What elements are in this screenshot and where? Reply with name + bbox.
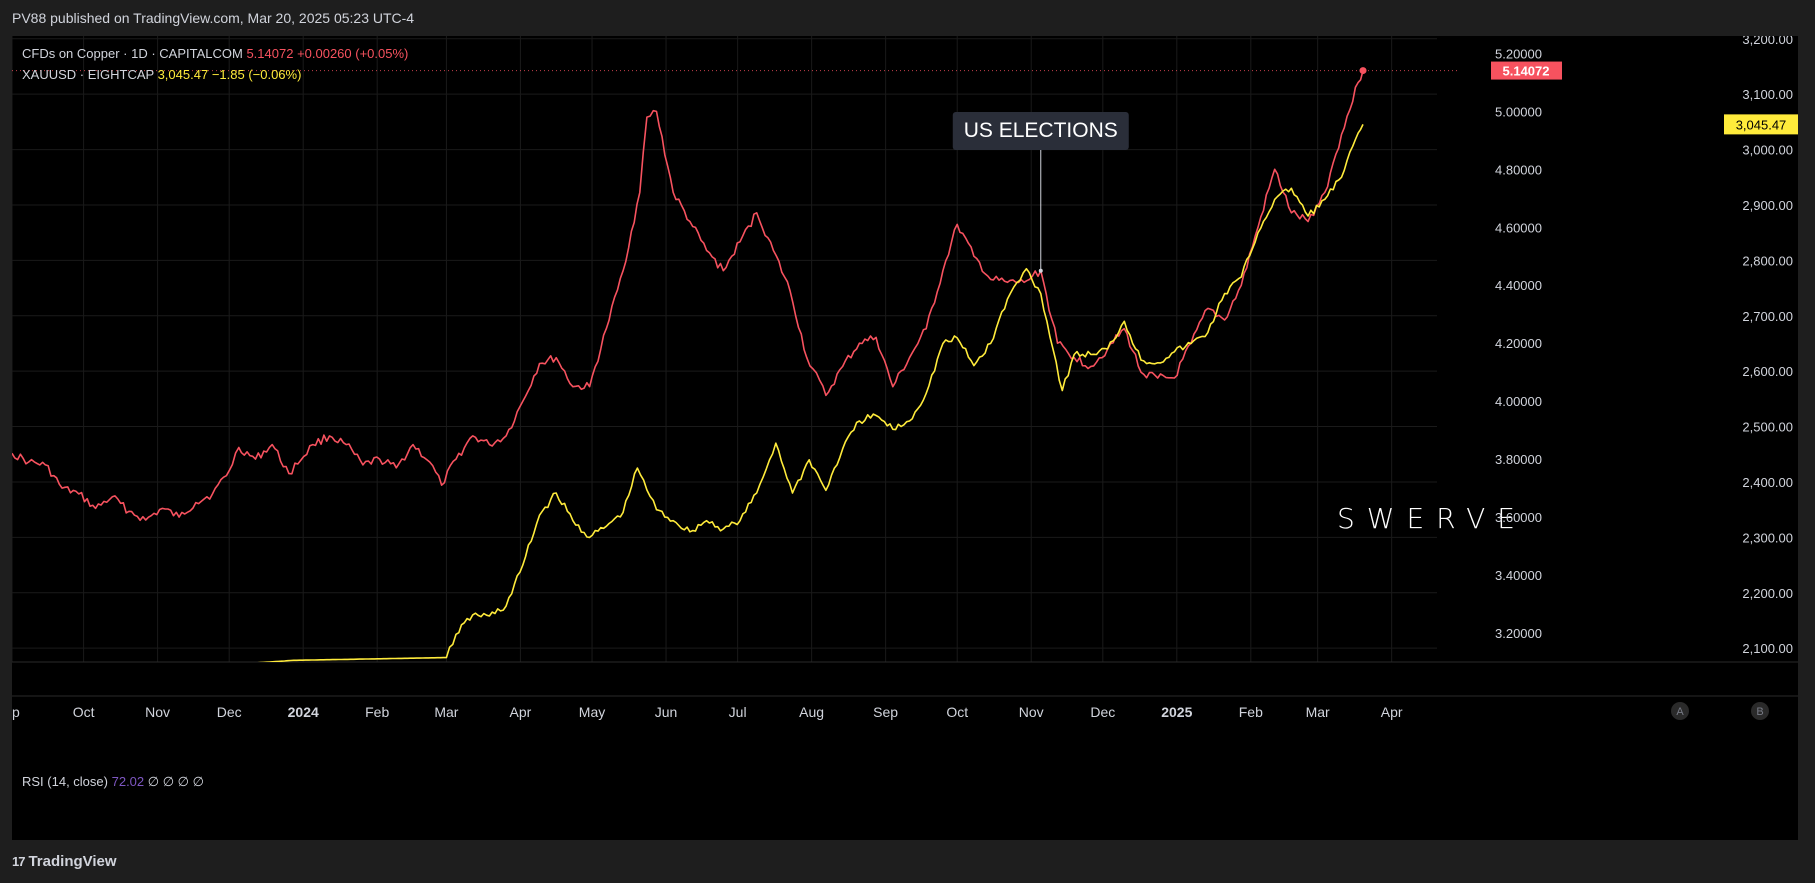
copper-axis-tick: 5.00000 (1495, 104, 1542, 119)
legend-gold-name: XAUUSD · EIGHTCAP (22, 67, 154, 82)
time-axis-tick: Apr (510, 704, 532, 720)
legend-gold-change: −1.85 (−0.06%) (211, 67, 302, 82)
gold-axis-tick: 3,200.00 (1742, 36, 1793, 47)
copper-axis-tick: 4.20000 (1495, 336, 1542, 351)
legend-copper-price: 5.14072 (246, 46, 294, 61)
gold-axis-tick: 2,700.00 (1742, 309, 1793, 324)
copper-axis-tick: 3.40000 (1495, 568, 1542, 583)
annotation-label: US ELECTIONS (964, 119, 1118, 142)
time-axis-tick: May (579, 704, 605, 720)
rsi-value: 72.02 (111, 774, 145, 789)
time-axis-tick: Mar (434, 704, 458, 720)
axis-button-b-bg (1751, 702, 1769, 720)
axis-button-b-label: B (1756, 706, 1763, 718)
annotation-box (952, 112, 1129, 150)
gold-axis-tick: 2,300.00 (1742, 530, 1793, 545)
gold-axis-tick: 3,000.00 (1742, 143, 1793, 158)
gold-axis-tick: 2,900.00 (1742, 198, 1793, 213)
axis-button-b[interactable]: B (1751, 702, 1769, 720)
gold-axis-tick: 2,200.00 (1742, 586, 1793, 601)
copper-axis-tick: 4.60000 (1495, 220, 1542, 235)
time-axis-tick: 2025 (1161, 704, 1192, 720)
time-axis-tick: Dec (1090, 704, 1115, 720)
gold-series-line (257, 124, 1364, 662)
footer: 17 TradingView (0, 840, 1815, 883)
gold-price-tag (1724, 114, 1798, 135)
time-axis-tick: Jul (729, 704, 747, 720)
tradingview-mark-icon: 17 (12, 854, 26, 869)
axis-button-a-label: A (1676, 706, 1684, 718)
gold-axis-tick: 2,500.00 (1742, 420, 1793, 435)
time-axis-tick: Feb (365, 704, 389, 720)
legend-copper-name: CFDs on Copper · 1D · CAPITALCOM (22, 46, 243, 61)
legend-gold-price: 3,045.47 (157, 67, 209, 82)
gold-axis-tick: 2,800.00 (1742, 253, 1793, 268)
axis-button-a[interactable]: A (1671, 702, 1689, 720)
gold-axis-tick: 2,600.00 (1742, 364, 1793, 379)
time-axis-tick: Aug (799, 704, 824, 720)
time-axis-tick: Nov (1019, 704, 1044, 720)
time-axis-tick: Mar (1306, 704, 1330, 720)
gold-axis-tick: 2,100.00 (1742, 641, 1793, 656)
legend-copper[interactable]: CFDs on Copper · 1D · CAPITALCOM 5.14072… (22, 46, 408, 61)
copper-axis-tick: 3.60000 (1495, 510, 1542, 525)
copper-axis-tick: 3.80000 (1495, 452, 1542, 467)
tradingview-brand-text: TradingView (28, 853, 117, 870)
time-axis-tick: Feb (1239, 704, 1263, 720)
watermark-text: SWERVE (1337, 502, 1527, 535)
top-bar: PV88 published on TradingView.com, Mar 2… (0, 0, 1815, 36)
chart-frame[interactable]: US ELECTIONS SWERVE 3.20000 3.40000 3.60000 3… (12, 36, 1798, 840)
time-axis-tick: Nov (145, 704, 170, 720)
time-axis-tick: 2024 (288, 704, 319, 720)
rsi-legend[interactable]: RSI (14, close) 72.02 ∅ ∅ ∅ ∅ (22, 774, 204, 790)
gold-axis-tick: 3,100.00 (1742, 87, 1793, 102)
copper-axis-tick: 4.80000 (1495, 162, 1542, 177)
copper-axis-tick: 4.40000 (1495, 278, 1542, 293)
tradingview-logo[interactable]: 17 TradingView (12, 853, 117, 870)
time-axis-tick: Sep (873, 704, 898, 720)
time-axis-tick: Oct (946, 704, 968, 720)
copper-axis-tick: 4.00000 (1495, 394, 1542, 409)
copper-series-line (12, 70, 1364, 522)
time-axis-tick: Jun (655, 704, 678, 720)
time-axis-tick: Oct (73, 704, 95, 720)
copper-axis-tick: 5.20000 (1495, 46, 1542, 61)
legend-copper-change: +0.00260 (+0.05%) (297, 46, 409, 61)
copper-price-tag-text: 5.14072 (1503, 64, 1550, 79)
chart-canvas[interactable]: US ELECTIONS SWERVE 3.20000 3.40000 3.60000 3… (12, 36, 1798, 840)
rsi-name: RSI (14, close) (22, 774, 108, 789)
axis-button-a-bg (1671, 702, 1689, 720)
grid-lines (12, 36, 1437, 662)
published-by-text: PV88 published on TradingView.com, Mar 2… (12, 10, 415, 26)
rsi-extra: ∅ ∅ ∅ ∅ (147, 774, 204, 789)
copper-last-point (1359, 67, 1367, 75)
copper-price-tag (1491, 61, 1562, 80)
gold-axis-tick: 2,400.00 (1742, 475, 1793, 490)
gold-price-tag-text: 3,045.47 (1736, 117, 1787, 132)
time-axis-tick: Apr (1381, 704, 1403, 720)
legend-gold[interactable]: XAUUSD · EIGHTCAP 3,045.47 −1.85 (−0.06%… (22, 67, 301, 82)
copper-axis-tick: 3.20000 (1495, 626, 1542, 641)
time-axis-tick: ep (12, 704, 20, 720)
time-axis-tick: Dec (217, 704, 242, 720)
annotation-anchor (1038, 268, 1043, 273)
